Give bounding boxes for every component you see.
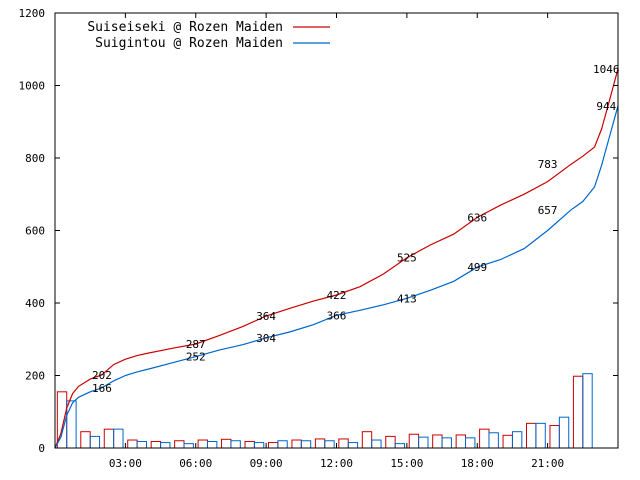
- x-tick-label-09:00: 09:00: [250, 457, 283, 470]
- data-label-suigintou-166: 166: [92, 382, 112, 395]
- x-tick-label-06:00: 06:00: [179, 457, 212, 470]
- data-label-suigintou-413: 413: [397, 292, 417, 305]
- y-tick-label-1000: 1000: [19, 80, 46, 93]
- data-label-suigintou-366: 366: [327, 309, 347, 322]
- cumulative-lines: [54, 68, 619, 449]
- data-label-suigintou-657: 657: [538, 204, 558, 217]
- data-label-suiseiseki-202: 202: [92, 369, 112, 382]
- data-label-suiseiseki-422: 422: [327, 289, 347, 302]
- data-label-suigintou-252: 252: [186, 351, 206, 364]
- data-label-suigintou-499: 499: [467, 261, 487, 274]
- data-label-suiseiseki-364: 364: [256, 310, 276, 323]
- data-label-suiseiseki-287: 287: [186, 338, 206, 351]
- data-label-suigintou-944: 944: [596, 100, 616, 113]
- data-label-suigintou-304: 304: [256, 332, 276, 345]
- x-tick-label-18:00: 18:00: [461, 457, 494, 470]
- data-label-suiseiseki-1046: 1046: [593, 63, 620, 76]
- legend-label-suigintou: Suigintou @ Rozen Maiden: [95, 36, 283, 51]
- x-tick-label-12:00: 12:00: [320, 457, 353, 470]
- data-label-suiseiseki-783: 783: [538, 158, 558, 171]
- y-tick-label-0: 0: [38, 442, 45, 455]
- x-tick-label-21:00: 21:00: [531, 457, 564, 470]
- x-tick-label-15:00: 15:00: [390, 457, 423, 470]
- line-suigintou: [54, 105, 619, 449]
- y-tick-label-600: 600: [25, 225, 45, 238]
- x-tick-label-03:00: 03:00: [109, 457, 142, 470]
- data-labels: 202 287 364 422 525 636 783 1046 166 252 304 366 413…: [92, 63, 620, 395]
- data-label-suiseiseki-525: 525: [397, 252, 417, 265]
- y-tick-label-1200: 1200: [19, 7, 46, 20]
- y-tick-label-800: 800: [25, 152, 45, 165]
- y-tick-label-200: 200: [25, 370, 45, 383]
- legend-label-suiseiseki: Suiseiseki @ Rozen Maiden: [87, 20, 283, 35]
- axes: 0 200 400 600 800 1000 1200 03:00 06:00 09:00 12:0…: [19, 7, 618, 470]
- line-suiseiseki: [54, 68, 619, 449]
- y-tick-label-400: 400: [25, 297, 45, 310]
- data-label-suiseiseki-636: 636: [467, 211, 487, 224]
